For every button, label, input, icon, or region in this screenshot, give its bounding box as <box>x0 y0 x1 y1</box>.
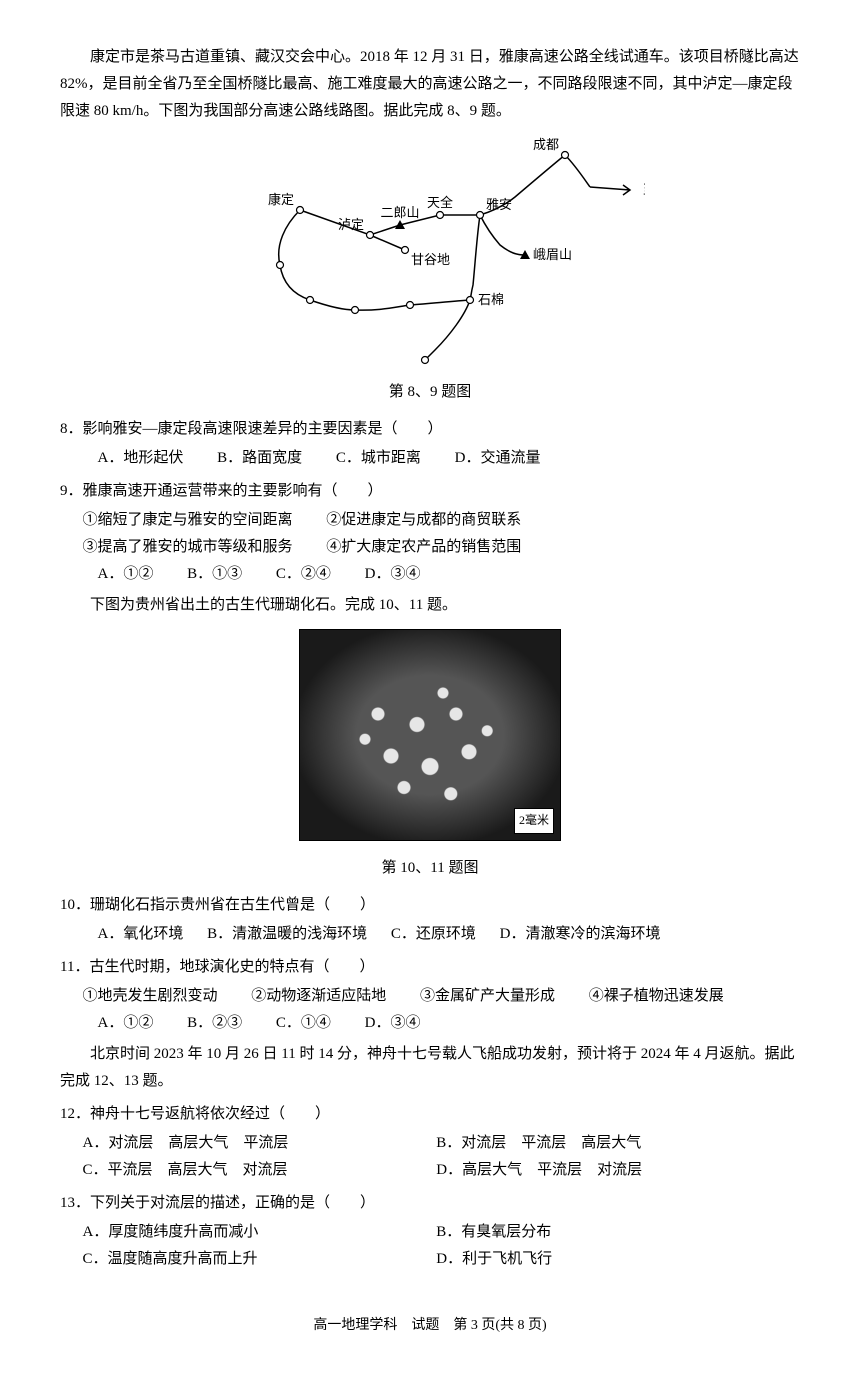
fossil-scale: 2毫米 <box>514 808 554 834</box>
q9-stmt-1: ①缩短了康定与雅安的空间距离 <box>83 507 293 534</box>
q11-opt-b[interactable]: B．②③ <box>187 1010 242 1037</box>
q13-opt-c[interactable]: C．温度随高度升高而上升 <box>83 1246 403 1273</box>
map-figure: 成都至重庆雅安 天全二郎山泸定 康定甘谷地 峨眉山石棉西昌 <box>60 135 800 375</box>
q11-opt-c[interactable]: C．①④ <box>276 1010 331 1037</box>
svg-text:甘谷地: 甘谷地 <box>411 252 450 267</box>
q8-opt-d[interactable]: D．交通流量 <box>455 445 541 472</box>
q8-options: A．地形起伏 B．路面宽度 C．城市距离 D．交通流量 <box>98 445 801 472</box>
intro-10-11: 下图为贵州省出土的古生代珊瑚化石。完成 10、11 题。 <box>60 592 800 619</box>
svg-text:至重庆: 至重庆 <box>643 182 645 197</box>
q13-opt-b[interactable]: B．有臭氧层分布 <box>436 1219 551 1246</box>
q13-opt-d[interactable]: D．利于飞机飞行 <box>436 1246 552 1273</box>
q8-opt-b[interactable]: B．路面宽度 <box>217 445 302 472</box>
q11-opt-a[interactable]: A．①② <box>98 1010 154 1037</box>
q10-opt-a[interactable]: A．氧化环境 <box>98 921 184 948</box>
q10-options: A．氧化环境 B．清澈温暖的浅海环境 C．还原环境 D．清澈寒冷的滨海环境 <box>98 921 801 948</box>
q12-opt-b[interactable]: B．对流层 平流层 高层大气 <box>436 1130 641 1157</box>
q8-opt-a[interactable]: A．地形起伏 <box>98 445 184 472</box>
q11-stmt-2: ②动物逐渐适应陆地 <box>251 983 386 1010</box>
q10-opt-d[interactable]: D．清澈寒冷的滨海环境 <box>500 921 661 948</box>
svg-text:泸定: 泸定 <box>338 217 364 232</box>
q11-opt-d[interactable]: D．③④ <box>365 1010 421 1037</box>
q12-options: A．对流层 高层大气 平流层 B．对流层 平流层 高层大气 C．平流层 高层大气… <box>83 1130 801 1184</box>
route-map-svg: 成都至重庆雅安 天全二郎山泸定 康定甘谷地 峨眉山石棉西昌 <box>215 135 645 365</box>
fossil-figure: 2毫米 <box>60 629 800 851</box>
q9-stmt-3: ③提高了雅安的城市等级和服务 <box>83 534 293 561</box>
q9-stmt-4: ④扩大康定农产品的销售范围 <box>326 534 521 561</box>
q11-stmt-4: ④裸子植物迅速发展 <box>589 983 724 1010</box>
q9-stem: 9．雅康高速开通运营带来的主要影响有（ ） <box>60 478 800 505</box>
svg-text:西昌: 西昌 <box>412 364 438 365</box>
svg-text:康定: 康定 <box>268 192 294 207</box>
q8-stem: 8．影响雅安—康定段高速限速差异的主要因素是（ ） <box>60 416 800 443</box>
q13-opt-a[interactable]: A．厚度随纬度升高而减小 <box>83 1219 403 1246</box>
q12-opt-c[interactable]: C．平流层 高层大气 对流层 <box>83 1157 403 1184</box>
svg-text:石棉: 石棉 <box>478 292 504 307</box>
q11-statements: ①地壳发生剧烈变动 ②动物逐渐适应陆地 ③金属矿产大量形成 ④裸子植物迅速发展 <box>83 983 801 1010</box>
intro-12-13: 北京时间 2023 年 10 月 26 日 11 时 14 分，神舟十七号载人飞… <box>60 1041 800 1095</box>
intro-8-9: 康定市是茶马古道重镇、藏汉交会中心。2018 年 12 月 31 日，雅康高速公… <box>60 44 800 125</box>
q12-opt-d[interactable]: D．高层大气 平流层 对流层 <box>436 1157 642 1184</box>
fossil-image: 2毫米 <box>299 629 561 841</box>
q9-opt-a[interactable]: A．①② <box>98 561 154 588</box>
q11-stmt-1: ①地壳发生剧烈变动 <box>83 983 218 1010</box>
q9-opt-c[interactable]: C．②④ <box>276 561 331 588</box>
q11-stmt-3: ③金属矿产大量形成 <box>420 983 555 1010</box>
svg-text:雅安: 雅安 <box>486 197 512 212</box>
svg-text:成都: 成都 <box>533 137 559 152</box>
svg-text:峨眉山: 峨眉山 <box>533 247 572 262</box>
q12-opt-a[interactable]: A．对流层 高层大气 平流层 <box>83 1130 403 1157</box>
q13-options: A．厚度随纬度升高而减小 B．有臭氧层分布 C．温度随高度升高而上升 D．利于飞… <box>83 1219 801 1273</box>
svg-text:天全: 天全 <box>427 195 453 210</box>
q10-opt-b[interactable]: B．清澈温暖的浅海环境 <box>207 921 367 948</box>
q9-opt-d[interactable]: D．③④ <box>365 561 421 588</box>
map-caption: 第 8、9 题图 <box>60 379 800 406</box>
q9-opt-b[interactable]: B．①③ <box>187 561 242 588</box>
q9-options: A．①② B．①③ C．②④ D．③④ <box>98 561 801 588</box>
q9-stmt-2: ②促进康定与成都的商贸联系 <box>326 507 521 534</box>
page-footer: 高一地理学科 试题 第 3 页(共 8 页) <box>60 1313 800 1338</box>
q8-opt-c[interactable]: C．城市距离 <box>336 445 421 472</box>
q10-stem: 10．珊瑚化石指示贵州省在古生代曾是（ ） <box>60 892 800 919</box>
svg-text:二郎山: 二郎山 <box>380 205 419 220</box>
q11-stem: 11．古生代时期，地球演化史的特点有（ ） <box>60 954 800 981</box>
q13-stem: 13．下列关于对流层的描述，正确的是（ ） <box>60 1190 800 1217</box>
q9-statements: ①缩短了康定与雅安的空间距离 ②促进康定与成都的商贸联系 ③提高了雅安的城市等级… <box>83 507 801 561</box>
q12-stem: 12．神舟十七号返航将依次经过（ ） <box>60 1101 800 1128</box>
fossil-caption: 第 10、11 题图 <box>60 855 800 882</box>
q11-options: A．①② B．②③ C．①④ D．③④ <box>98 1010 801 1037</box>
q10-opt-c[interactable]: C．还原环境 <box>391 921 476 948</box>
